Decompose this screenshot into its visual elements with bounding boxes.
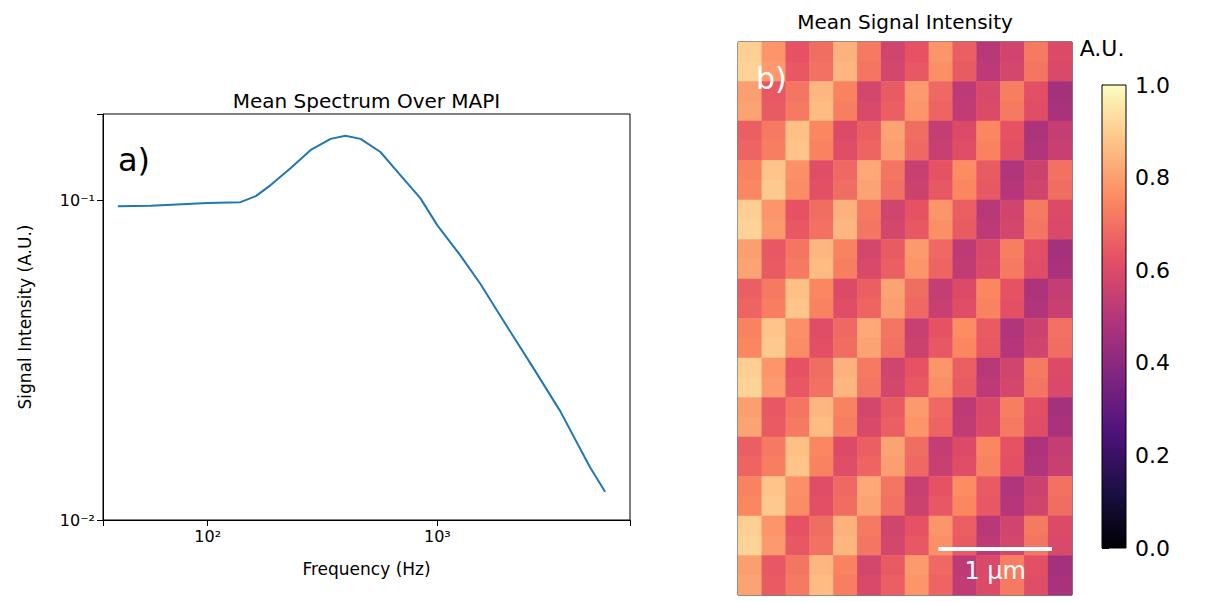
svg-text:10²: 10² (194, 527, 221, 546)
svg-text:1.0: 1.0 (1135, 73, 1170, 98)
svg-text:Mean Signal Intensity: Mean Signal Intensity (797, 10, 1013, 34)
svg-text:0.4: 0.4 (1135, 350, 1170, 375)
svg-text:A.U.: A.U. (1080, 36, 1125, 61)
svg-text:10⁻¹: 10⁻¹ (60, 191, 95, 210)
svg-text:0.0: 0.0 (1135, 536, 1170, 561)
svg-text:0.2: 0.2 (1135, 443, 1170, 468)
svg-text:0.6: 0.6 (1135, 258, 1170, 283)
svg-text:Mean Spectrum Over MAPI: Mean Spectrum Over MAPI (233, 89, 500, 113)
svg-text:10³: 10³ (424, 527, 451, 546)
svg-text:Signal Intensity (A.U.): Signal Intensity (A.U.) (15, 225, 35, 410)
svg-text:1 μm: 1 μm (964, 557, 1026, 585)
svg-text:b): b) (756, 61, 787, 96)
svg-text:Frequency (Hz): Frequency (Hz) (302, 559, 430, 579)
svg-text:0.8: 0.8 (1135, 165, 1170, 190)
svg-text:10⁻²: 10⁻² (60, 511, 95, 530)
svg-text:a): a) (118, 141, 150, 179)
